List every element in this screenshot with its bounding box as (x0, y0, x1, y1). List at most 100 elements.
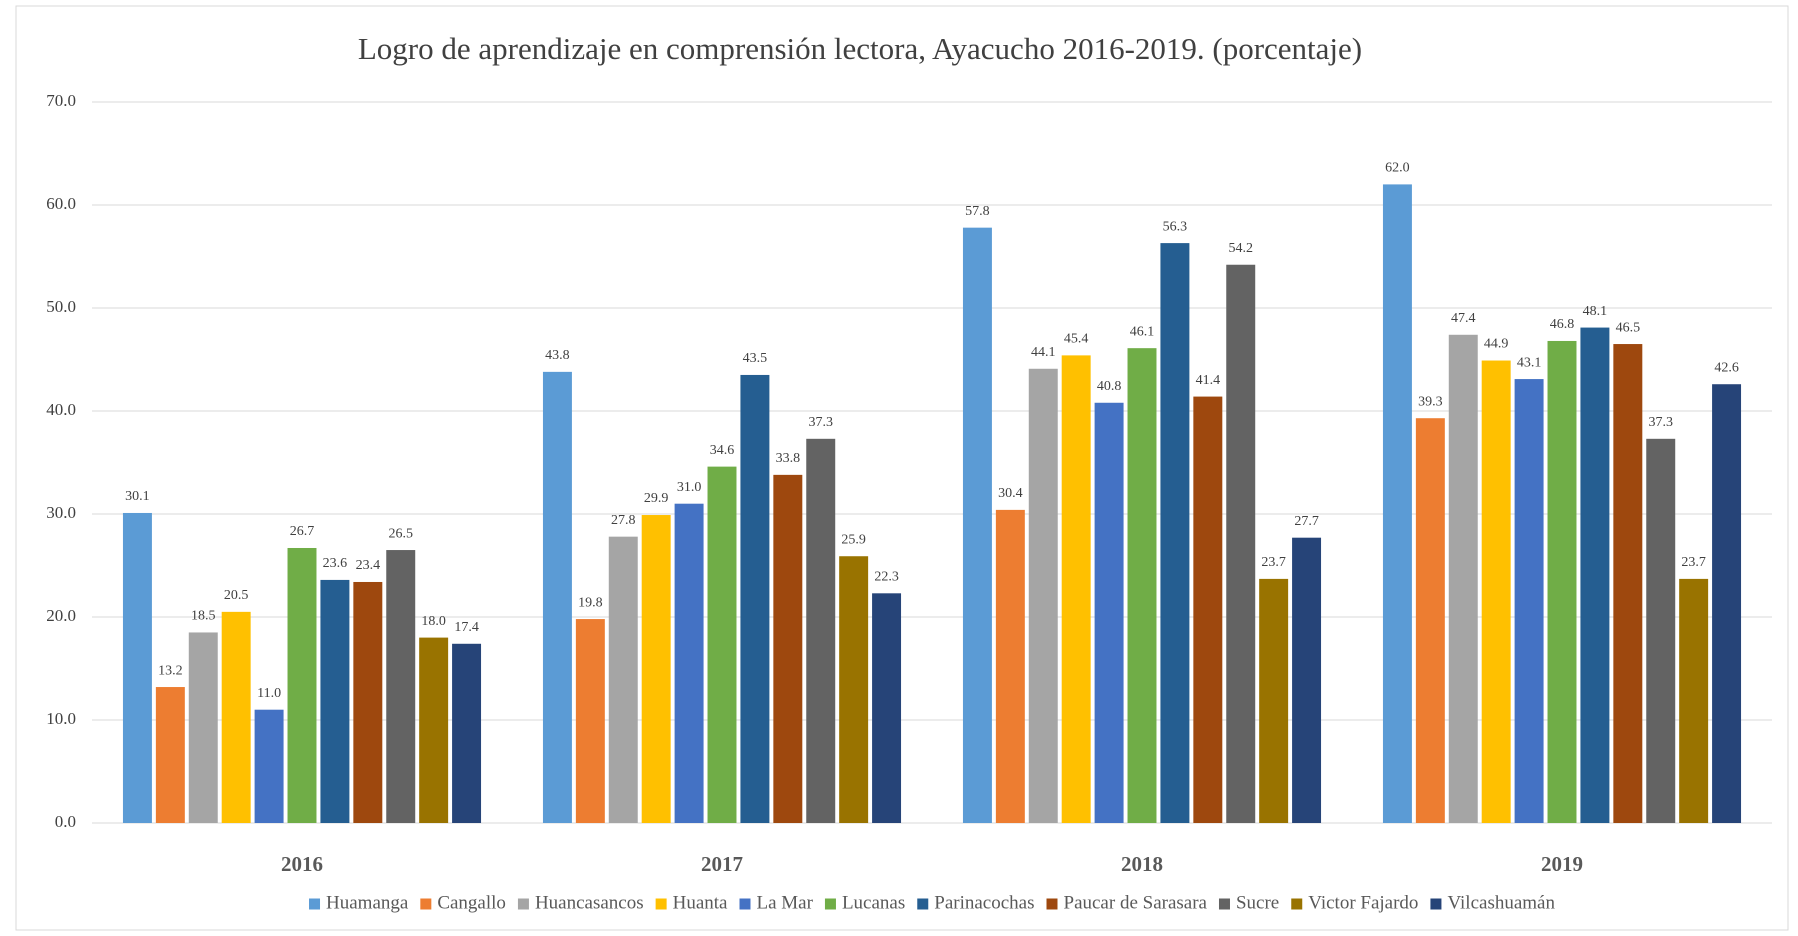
data-label: 41.4 (1196, 373, 1221, 388)
legend-swatch (1291, 898, 1303, 910)
legend-label: Huancasancos (535, 892, 644, 913)
bar (1547, 340, 1577, 823)
legend-label: La Mar (757, 892, 814, 913)
data-label: 46.8 (1550, 317, 1575, 332)
data-label: 46.1 (1130, 324, 1155, 339)
bar (386, 550, 416, 823)
legend-swatch (1218, 898, 1230, 910)
data-label: 25.9 (841, 532, 866, 547)
legend-swatch (1430, 898, 1442, 910)
legend-swatch (1046, 898, 1058, 910)
bar (1448, 334, 1478, 823)
bar (542, 371, 572, 823)
bar (1193, 396, 1223, 823)
legend-swatch (517, 898, 529, 910)
bar (1061, 355, 1091, 823)
bar (1481, 360, 1511, 823)
data-label: 33.8 (776, 451, 801, 466)
bar (1580, 327, 1610, 823)
data-label: 27.8 (611, 513, 636, 528)
data-label: 23.6 (323, 556, 348, 571)
y-tick-label: 60.0 (46, 194, 76, 213)
data-label: 46.5 (1616, 320, 1641, 335)
data-label: 23.4 (356, 558, 381, 573)
bar (872, 593, 902, 823)
bar (122, 512, 152, 823)
y-tick-label: 20.0 (46, 606, 76, 625)
legend-label: Vilcashuamán (1447, 892, 1555, 913)
data-label: 39.3 (1418, 394, 1443, 409)
bar (575, 619, 605, 823)
legend-swatch (309, 898, 321, 910)
bar (1679, 578, 1709, 823)
y-tick-label: 0.0 (55, 812, 76, 831)
bar (155, 687, 185, 823)
bar (806, 438, 836, 823)
legend-label: Huamanga (326, 892, 409, 913)
data-label: 40.8 (1097, 379, 1122, 394)
data-label: 11.0 (257, 686, 281, 701)
x-tick-label: 2017 (701, 852, 743, 876)
data-label: 31.0 (677, 480, 702, 495)
legend-swatch (739, 898, 751, 910)
bar (287, 547, 317, 823)
bar (452, 643, 482, 823)
data-label: 56.3 (1163, 219, 1188, 234)
data-label: 44.9 (1484, 337, 1509, 352)
bar (221, 611, 251, 823)
bar (740, 374, 770, 823)
bar (1094, 402, 1124, 823)
bar (962, 227, 992, 823)
bar (1127, 348, 1157, 823)
bar (1514, 379, 1544, 823)
data-label: 18.5 (191, 609, 216, 624)
bar (1613, 344, 1643, 823)
bar (674, 503, 704, 823)
data-label: 37.3 (808, 415, 833, 430)
data-label: 62.0 (1385, 161, 1410, 176)
bar (1259, 578, 1289, 823)
bar (254, 709, 284, 823)
data-label: 34.6 (710, 443, 735, 458)
bar (707, 466, 737, 823)
bar (1382, 184, 1412, 823)
bar (1160, 243, 1190, 824)
data-label: 43.1 (1517, 355, 1542, 370)
y-tick-label: 30.0 (46, 503, 76, 522)
y-tick-label: 40.0 (46, 400, 76, 419)
data-label: 44.1 (1031, 345, 1056, 360)
x-tick-label: 2018 (1121, 852, 1163, 876)
data-label: 30.4 (998, 486, 1023, 501)
data-label: 22.3 (874, 570, 899, 585)
legend-label: Paucar de Sarasara (1064, 892, 1208, 913)
legend-label: Cangallo (437, 892, 506, 913)
data-label: 26.7 (290, 524, 315, 539)
legend-label: Victor Fajardo (1308, 892, 1418, 913)
bar (839, 556, 869, 823)
bar (773, 474, 803, 823)
y-tick-label: 70.0 (46, 91, 76, 110)
bar (188, 632, 218, 823)
legend-label: Sucre (1236, 892, 1279, 913)
data-label: 30.1 (125, 489, 150, 504)
bar (419, 637, 449, 823)
bar (1028, 368, 1058, 823)
chart-title: Logro de aprendizaje en comprensión lect… (358, 31, 1362, 66)
legend-label: Lucanas (842, 892, 905, 913)
bar (1646, 438, 1676, 823)
data-label: 19.8 (578, 595, 603, 610)
data-label: 27.7 (1294, 514, 1319, 529)
data-label: 37.3 (1648, 415, 1673, 430)
legend-label: Parinacochas (934, 892, 1034, 913)
data-label: 17.4 (454, 620, 479, 635)
data-label: 47.4 (1451, 311, 1476, 326)
data-label: 18.0 (421, 614, 446, 629)
y-tick-label: 10.0 (46, 709, 76, 728)
legend-swatch (917, 898, 929, 910)
bar (1292, 537, 1322, 823)
data-label: 42.6 (1714, 360, 1739, 375)
bar (320, 579, 350, 823)
data-label: 20.5 (224, 588, 249, 603)
